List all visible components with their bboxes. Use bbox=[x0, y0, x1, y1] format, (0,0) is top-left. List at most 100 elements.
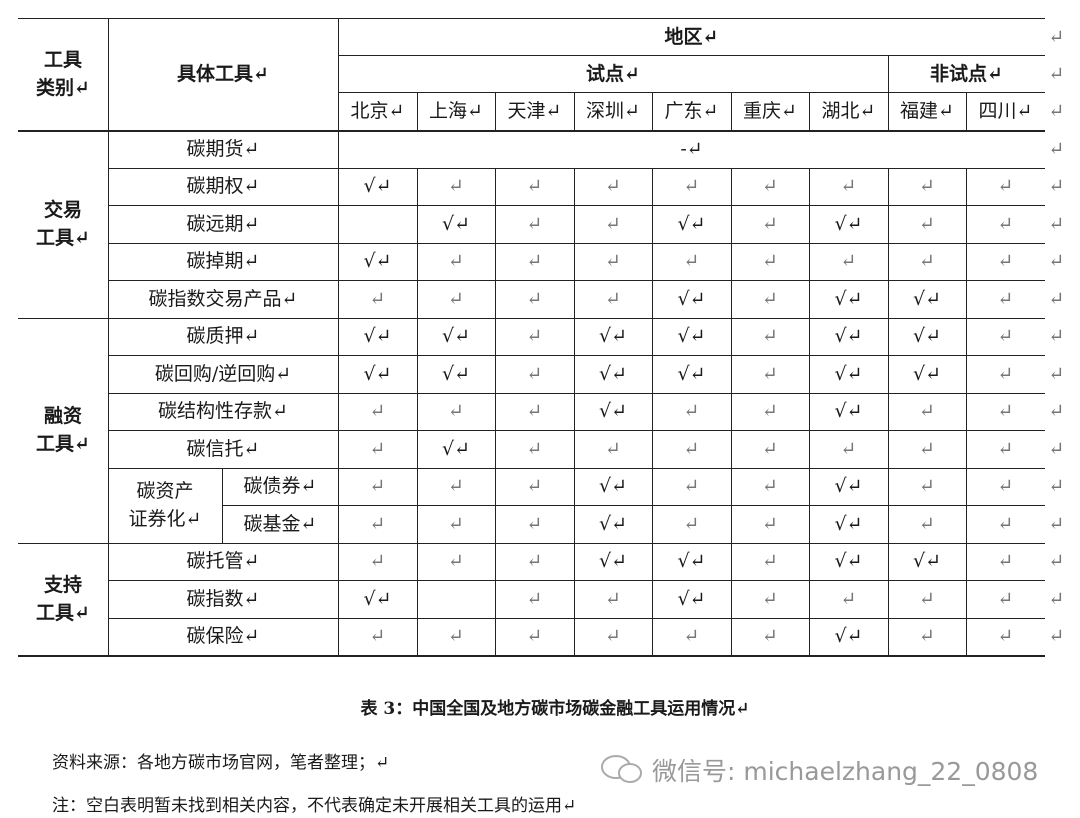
table-border bbox=[652, 430, 653, 468]
table-border bbox=[731, 505, 732, 543]
cell: √↵ bbox=[363, 325, 392, 348]
cell: ↵ bbox=[840, 587, 857, 610]
cell: √↵ bbox=[834, 550, 863, 573]
table-border bbox=[108, 542, 109, 580]
table-border bbox=[731, 430, 732, 468]
table-border bbox=[417, 467, 418, 505]
header-cell: 具体工具↵ bbox=[177, 63, 269, 85]
table-border bbox=[338, 542, 339, 580]
table-border bbox=[652, 392, 653, 430]
cell: ↵ bbox=[526, 287, 543, 310]
cell: ↵ bbox=[762, 362, 778, 385]
table-border bbox=[338, 280, 339, 318]
table-border bbox=[18, 130, 1045, 132]
table-border bbox=[338, 130, 339, 168]
cell: ↵ bbox=[369, 475, 386, 498]
table-border bbox=[495, 242, 496, 280]
cell: ↵ bbox=[526, 512, 543, 535]
table-border bbox=[809, 392, 810, 430]
cell: ↵ bbox=[840, 250, 857, 273]
cell: √↵ bbox=[598, 362, 628, 385]
table-border bbox=[338, 617, 339, 655]
table-border bbox=[108, 167, 109, 205]
cell: ↵ bbox=[448, 475, 464, 498]
tool-name: 碳托管↵ bbox=[186, 550, 260, 573]
table-border bbox=[574, 430, 575, 468]
table-border bbox=[108, 317, 109, 355]
table-border bbox=[966, 617, 967, 655]
table-border bbox=[731, 167, 732, 205]
table-border bbox=[108, 205, 109, 243]
cell: ↵ bbox=[762, 587, 778, 610]
table-border bbox=[888, 542, 889, 580]
region-header: 深圳↵ bbox=[586, 100, 640, 122]
paragraph-mark: ↵ bbox=[1048, 437, 1065, 460]
table-border bbox=[495, 580, 496, 618]
table-border bbox=[966, 205, 967, 243]
table-border bbox=[574, 355, 575, 393]
category-name-line: 工具↵ bbox=[36, 433, 90, 455]
table-border bbox=[417, 617, 418, 655]
region-header: 湖北↵ bbox=[821, 100, 876, 122]
table-border bbox=[495, 205, 496, 243]
table-border bbox=[731, 92, 732, 130]
table-border bbox=[108, 617, 1045, 619]
cell: ↵ bbox=[919, 212, 935, 235]
cell: ↵ bbox=[919, 175, 935, 198]
table-border bbox=[417, 430, 418, 468]
tool-name: 碳掉期↵ bbox=[186, 250, 260, 273]
table-border bbox=[731, 467, 732, 505]
table-border bbox=[731, 355, 732, 393]
paragraph-mark: ↵ bbox=[1048, 325, 1065, 348]
cell: √↵ bbox=[598, 512, 628, 535]
cell: ↵ bbox=[526, 212, 543, 235]
cell: ↵ bbox=[997, 437, 1014, 460]
cell: √↵ bbox=[677, 287, 706, 310]
table-border bbox=[338, 205, 339, 243]
paragraph-mark: ↵ bbox=[1048, 175, 1065, 198]
table-border bbox=[888, 392, 889, 430]
region-header: 天津↵ bbox=[507, 100, 562, 122]
table-border bbox=[417, 167, 418, 205]
table-border bbox=[574, 580, 575, 618]
cell: √↵ bbox=[912, 550, 942, 573]
table-border bbox=[18, 542, 1045, 544]
table-border bbox=[574, 92, 575, 130]
table-border bbox=[966, 242, 967, 280]
category-name: 交易 工具↵ bbox=[18, 130, 108, 318]
cell: ↵ bbox=[919, 400, 935, 423]
table-border bbox=[888, 580, 889, 618]
cell: ↵ bbox=[683, 400, 700, 423]
table-border bbox=[731, 542, 732, 580]
table-border bbox=[809, 467, 810, 505]
table-border bbox=[574, 505, 575, 543]
table-border bbox=[108, 18, 109, 130]
table-border bbox=[417, 355, 418, 393]
table-border bbox=[417, 205, 418, 243]
table-border bbox=[108, 242, 109, 280]
table-border bbox=[495, 167, 496, 205]
cell: ↵ bbox=[683, 175, 700, 198]
table-border bbox=[574, 280, 575, 318]
table-border bbox=[417, 242, 418, 280]
tool-subgroup: 碳资产 证券化↵ bbox=[108, 468, 222, 543]
table-border bbox=[18, 317, 1045, 319]
table-border bbox=[966, 505, 967, 543]
cell: √↵ bbox=[363, 250, 392, 273]
paragraph-mark: ↵ bbox=[1048, 100, 1065, 122]
table-border bbox=[731, 580, 732, 618]
table-border bbox=[652, 617, 653, 655]
table-border bbox=[338, 392, 339, 430]
cell: √↵ bbox=[598, 475, 628, 498]
paragraph-mark: ↵ bbox=[1048, 512, 1065, 535]
table-border bbox=[652, 355, 653, 393]
table-border bbox=[888, 317, 889, 355]
table-border bbox=[888, 617, 889, 655]
cell: √↵ bbox=[834, 475, 863, 498]
cell: ↵ bbox=[448, 550, 464, 573]
cell: ↵ bbox=[919, 475, 935, 498]
cell: ↵ bbox=[369, 512, 386, 535]
cell: ↵ bbox=[448, 287, 464, 310]
cell: ↵ bbox=[605, 212, 621, 235]
tool-name: 碳保险↵ bbox=[186, 625, 260, 648]
